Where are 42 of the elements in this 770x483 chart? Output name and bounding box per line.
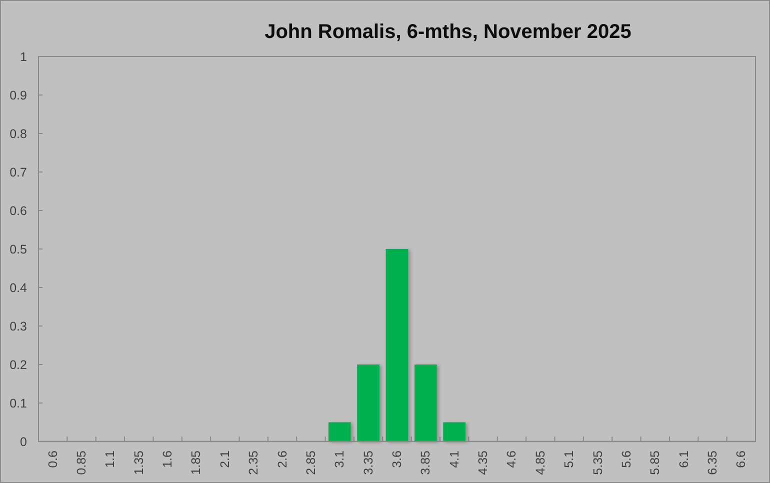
x-tick-label: 2.35 [246,450,261,475]
x-tick-label: 4.85 [533,450,548,475]
y-tick-label: 0.5 [10,242,28,256]
x-tick-label: 5.35 [590,450,605,475]
x-tick-label: 6.1 [676,450,691,468]
y-tick-label: 0 [20,434,28,449]
y-tick-label: 0.9 [10,88,28,102]
x-tick-label: 3.35 [361,450,376,475]
x-tick-label: 5.6 [619,450,634,468]
chart-title: John Romalis, 6-mths, November 2025 [264,21,632,43]
bar [414,364,437,442]
bar [328,422,351,442]
y-tick-label: 0.3 [10,319,28,334]
x-tick-label: 5.1 [562,450,576,468]
x-tick-label: 6.6 [734,450,748,468]
y-tick-label: 0.8 [10,126,28,141]
x-tick-label: 3.1 [332,450,347,468]
x-tick-label: 4.1 [447,450,462,468]
x-tick-label: 2.1 [218,450,232,468]
x-tick-label: 6.35 [705,450,720,475]
x-tick-label: 4.6 [504,450,519,468]
bar [443,422,466,442]
x-tick-label: 5.85 [648,450,662,475]
x-tick-label: 2.85 [304,450,318,475]
bar [357,364,380,442]
x-tick-label: 3.6 [390,450,404,468]
x-tick-label: 3.85 [418,450,433,475]
x-tick-label: 1.1 [103,450,118,468]
y-tick-label: 0.6 [10,204,28,218]
x-tick-label: 4.35 [476,450,490,475]
x-tick-label: 2.6 [275,450,290,468]
x-tick-label: 1.6 [160,450,175,468]
x-tick-label: 1.35 [132,450,146,475]
y-tick-label: 0.2 [10,358,28,372]
y-tick-label: 0.7 [10,165,28,180]
y-tick-label: 0.1 [10,396,28,410]
bar [386,249,408,442]
x-tick-label: 0.6 [46,450,60,468]
y-tick-label: 1 [20,50,28,64]
y-tick-label: 0.4 [10,280,28,295]
x-tick-label: 0.85 [74,450,89,475]
x-tick-label: 1.85 [189,450,204,475]
